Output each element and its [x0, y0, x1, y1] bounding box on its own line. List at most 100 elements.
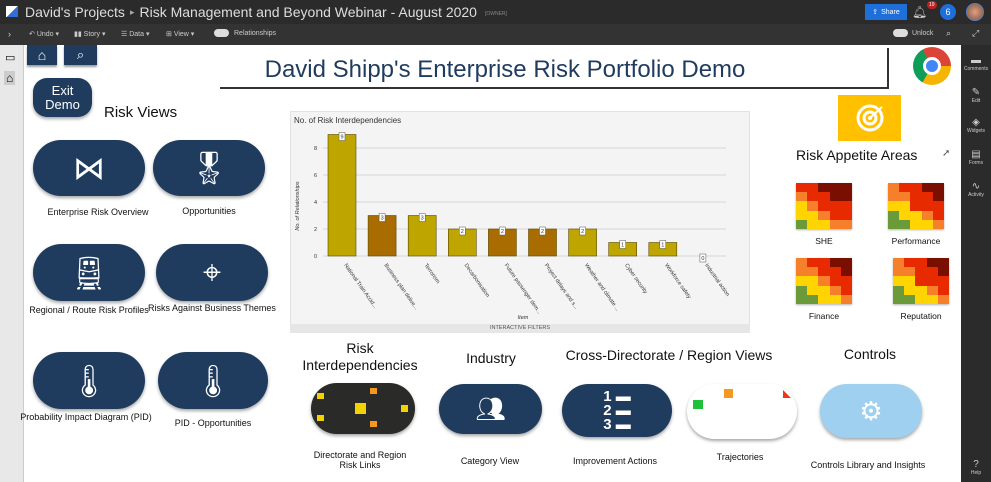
tile-enterprise-risk-overview[interactable]: ⋈: [33, 140, 145, 196]
heatmap-cell: [840, 276, 852, 286]
bottom-tile-label: Controls Library and Insights: [810, 460, 926, 470]
heatmap-finance[interactable]: [796, 258, 852, 304]
heatmap-cell: [829, 267, 841, 277]
heatmap-reputation[interactable]: [893, 258, 949, 304]
improvement-actions-tile[interactable]: 1 ▬ 2 ▬ 3 ▬: [562, 384, 672, 437]
heatmap-cell: [829, 183, 841, 193]
rightbar-help[interactable]: ? Help: [961, 459, 991, 476]
app-header: David's Projects ▸ Risk Management and B…: [0, 0, 991, 24]
presentation-icon[interactable]: ▭: [5, 52, 16, 64]
heatmap-cell: [888, 192, 900, 202]
heatmap-cell: [840, 210, 852, 220]
bell-icon[interactable]: 🔔︎: [912, 5, 928, 19]
exit-demo-button[interactable]: Exit Demo: [33, 78, 92, 117]
heatmap-cell: [840, 294, 852, 304]
tile-probability-impact-diagram-pid-[interactable]: 🌡︎: [33, 352, 145, 409]
heatmap-cell: [910, 192, 922, 202]
x-axis-label: Item: [518, 315, 529, 321]
avatar[interactable]: [966, 3, 984, 21]
bar[interactable]: [327, 134, 357, 257]
heatmap-cell: [796, 210, 808, 220]
heatmap-cell: [818, 201, 830, 211]
fullscreen-icon[interactable]: ⤢: [972, 28, 980, 38]
tile-pid-opportunities[interactable]: 🌡︎: [158, 352, 268, 409]
category-view-tile[interactable]: 👥︎: [439, 384, 542, 434]
numbered-list-icon: 1 ▬ 2 ▬ 3 ▬: [603, 387, 631, 433]
share-button[interactable]: ⇪ Share: [865, 4, 907, 20]
x-tick-label: Industrial action: [703, 263, 730, 298]
heatmap-cell: [910, 219, 922, 229]
heatmap-performance[interactable]: [888, 183, 944, 229]
owner-badge: [OWNER]: [484, 11, 507, 17]
unlock-toggle[interactable]: [893, 29, 908, 37]
data-menu[interactable]: ☰ Data ▾: [121, 31, 150, 38]
interactive-filters-bar[interactable]: INTERACTIVE FILTERS: [290, 324, 750, 333]
chart-panel: No. of Risk Interdependencies 0 2 4 6 8 No. of…: [290, 111, 750, 333]
data-label: 1: [621, 243, 624, 249]
data-label-box: [338, 132, 346, 141]
chrome-logo-icon[interactable]: [913, 47, 951, 85]
users-count-badge[interactable]: 6: [940, 4, 956, 20]
heatmap-cell: [899, 201, 911, 211]
heatmap-label: Finance: [808, 311, 840, 321]
x-tick-label: Business plan delive...: [382, 263, 419, 312]
tile-label: Enterprise Risk Overview: [47, 207, 149, 217]
rightbar-widgets[interactable]: ◈ Widgets: [961, 117, 991, 134]
controls-library-tile[interactable]: ⚙︎: [820, 384, 922, 438]
x-tick-label: Decarbonisation: [463, 263, 491, 299]
heatmap-cell: [807, 276, 819, 286]
heatmap-cell: [926, 276, 938, 286]
rightbar-label: Help: [970, 470, 982, 476]
heatmap-cell: [937, 285, 949, 295]
relationships-toggle[interactable]: [214, 29, 229, 37]
notification-count: 19: [927, 1, 937, 9]
heatmap-cell: [840, 183, 852, 193]
heatmap-cell: [818, 267, 830, 277]
heatmap-she[interactable]: [796, 183, 852, 229]
heatmap-cell: [829, 210, 841, 220]
trajectories-tile[interactable]: [687, 384, 797, 439]
rightbar-comments[interactable]: ▬ Comments: [961, 55, 991, 72]
bottom-tile-label: Category View: [460, 456, 520, 466]
home-button[interactable]: ⌂: [27, 45, 57, 65]
heatmap-cell: [904, 294, 916, 304]
rightbar-activity[interactable]: ∿ Activity: [961, 181, 991, 198]
heatmap-cell: [937, 258, 949, 268]
breadcrumb-project[interactable]: David's Projects: [25, 4, 125, 20]
heatmap-cell: [893, 285, 905, 295]
target-icon[interactable]: [838, 95, 901, 141]
undo-button[interactable]: ↶ Undo ▾: [29, 31, 60, 38]
heatmap-cell: [796, 267, 808, 277]
heatmap-cell: [926, 267, 938, 277]
search-icon[interactable]: ⌕: [946, 28, 952, 38]
data-label: 2: [461, 229, 464, 235]
mouse-cursor-icon: ➚: [942, 148, 951, 159]
rightbar-forms[interactable]: ▤ Forms: [961, 149, 991, 166]
bar[interactable]: [367, 215, 397, 257]
heatmap-cell: [926, 285, 938, 295]
heatmap-cell: [888, 201, 900, 211]
risk-views-heading: Risk Views: [104, 104, 178, 121]
heatmap-cell: [818, 192, 830, 202]
directorate-links-tile[interactable]: [311, 383, 415, 434]
tile-risks-against-business-themes[interactable]: ⌖: [156, 244, 268, 301]
heatmap-cell: [829, 285, 841, 295]
y-tick-label: 8: [314, 146, 317, 152]
heatmap-cell: [807, 285, 819, 295]
crosshair-icon: ⌖: [202, 253, 222, 290]
search-button[interactable]: ⌕: [64, 45, 97, 65]
search-icon: ⌕: [76, 47, 85, 62]
rightbar-edit[interactable]: ✎ Edit: [961, 87, 991, 104]
tile-opportunities[interactable]: 🎖︎: [153, 140, 265, 196]
data-label-box: [539, 226, 546, 236]
home-icon[interactable]: ⌂: [4, 71, 16, 85]
story-menu[interactable]: ▮▮ Story ▾: [74, 31, 106, 38]
heatmap-cell: [840, 267, 852, 277]
x-tick-label: Weather and climate ...: [583, 263, 621, 313]
heatmap-cell: [893, 267, 905, 277]
heatmap-label: Performance: [891, 236, 941, 246]
app-logo-icon[interactable]: [6, 6, 18, 17]
view-menu[interactable]: ⊞ View ▾: [166, 31, 195, 38]
tile-regional-route-risk-profiles[interactable]: 🚆︎: [33, 244, 145, 301]
expand-chevron-icon[interactable]: ›: [8, 29, 11, 39]
